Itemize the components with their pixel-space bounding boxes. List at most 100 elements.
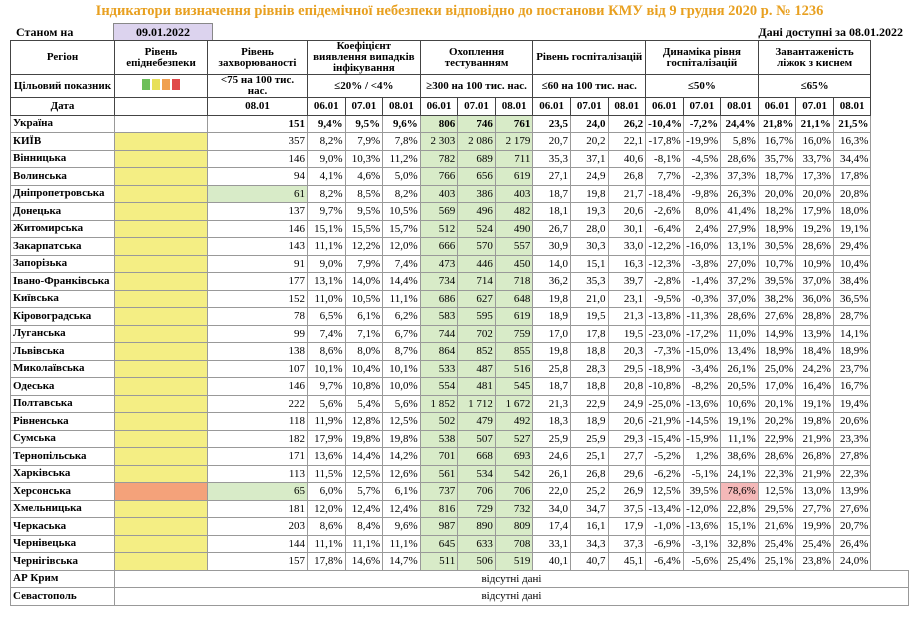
level-cell xyxy=(114,114,208,133)
value-cell: 19,1% xyxy=(832,219,872,238)
value-cell: -18,4% xyxy=(645,184,684,203)
value-cell: 19,8 xyxy=(569,184,609,203)
value-cell: 13,4% xyxy=(720,342,759,361)
value-cell: 21,8% xyxy=(757,114,797,133)
value-cell: 21,9% xyxy=(795,429,834,448)
value-cell: -3,4% xyxy=(682,359,722,378)
value-cell: 502 xyxy=(419,412,459,431)
value-cell: 23,5 xyxy=(532,114,571,133)
value-cell: 22,1 xyxy=(607,132,647,151)
header-row: Регіон Рівень епіднебезпеки Рівень захворю… xyxy=(10,40,909,75)
value-cell: 171 xyxy=(207,447,308,466)
value-cell: 619 xyxy=(494,307,534,326)
value-cell: 987 xyxy=(419,517,459,536)
value-cell: 23,1 xyxy=(607,289,647,308)
value-cell: 91 xyxy=(207,254,308,273)
value-cell: 5,4% xyxy=(344,394,384,413)
region: Севастополь xyxy=(10,587,115,606)
value-cell: 7,7% xyxy=(645,167,684,186)
value-cell: 15,1% xyxy=(720,517,759,536)
value-cell: 23,8% xyxy=(795,552,834,571)
level-cell xyxy=(114,534,208,553)
value-cell: 39,7 xyxy=(607,272,647,291)
scale-square xyxy=(162,79,170,90)
value-cell: 516 xyxy=(494,359,534,378)
status-bar: Станом на 09.01.2022 Дані доступні за 08… xyxy=(10,23,909,41)
value-cell: 19,8% xyxy=(795,412,834,431)
value-cell: 14,0 xyxy=(532,254,571,273)
data-row: Запорізька 91 9,0% 7,9% 7,4% 473 446 450 14,0 15,… xyxy=(10,254,909,273)
value-cell: 656 xyxy=(457,167,496,186)
value-cell: 19,8% xyxy=(344,429,384,448)
value-cell: 40,1 xyxy=(532,552,571,571)
value-cell: 29,6 xyxy=(607,464,647,483)
value-cell: 20,6 xyxy=(607,202,647,221)
level-cell xyxy=(114,289,208,308)
value-cell: 26,8 xyxy=(569,464,609,483)
value-cell: -18,9% xyxy=(645,359,684,378)
value-cell: -8,1% xyxy=(645,149,684,168)
data-row: Україна 151 9,4% 9,5% 9,6% 806 746 761 23,5 24,0 2… xyxy=(10,114,909,133)
value-cell: 30,1 xyxy=(607,219,647,238)
value-cell: 34,4% xyxy=(832,149,872,168)
region: Хмельницька xyxy=(10,499,115,518)
value-cell: 6,1% xyxy=(344,307,384,326)
value-cell: 357 xyxy=(207,132,308,151)
value-cell: 20,6 xyxy=(607,412,647,431)
value-cell: 816 xyxy=(419,499,459,518)
value-cell: -13,6% xyxy=(682,517,722,536)
value-cell: 481 xyxy=(457,377,496,396)
value-cell: 146 xyxy=(207,219,308,238)
data-row: Херсонська 65 6,0% 5,7% 6,1% 737 706 706 22,0 25,… xyxy=(10,482,909,501)
data-row: КИЇВ 357 8,2% 7,9% 7,8% 2 303 2 086 2 179 20,7 20… xyxy=(10,132,909,151)
value-cell: 26,2 xyxy=(607,114,647,133)
value-cell: 11,0% xyxy=(307,289,346,308)
value-cell: 29,5% xyxy=(757,499,797,518)
value-cell: 24,9 xyxy=(569,167,609,186)
value-cell: 26,1% xyxy=(720,359,759,378)
value-cell: 36,5% xyxy=(832,289,872,308)
value-cell: 10,9% xyxy=(795,254,834,273)
region: Дніпропетровська xyxy=(10,184,115,203)
value-cell: -13,8% xyxy=(645,307,684,326)
target-row: Цільовий показник <75 на 100 тис. нас. ≤20… xyxy=(10,74,909,98)
value-cell: 16,4% xyxy=(795,377,834,396)
target-value: ≤50% xyxy=(645,74,759,98)
level-cell xyxy=(114,359,208,378)
value-cell: -11,3% xyxy=(682,307,722,326)
value-cell: 744 xyxy=(419,324,459,343)
value-cell: 12,5% xyxy=(757,482,797,501)
data-row: Миколаївська 107 10,1% 10,4% 10,1% 533 487 516 2… xyxy=(10,359,909,378)
value-cell: 8,2% xyxy=(382,184,421,203)
value-cell: 627 xyxy=(457,289,496,308)
value-cell: 137 xyxy=(207,202,308,221)
value-cell: 27,7% xyxy=(795,499,834,518)
value-cell: 542 xyxy=(494,464,534,483)
value-cell: 11,1% xyxy=(382,289,421,308)
value-cell: 17,3% xyxy=(795,167,834,186)
value-cell: 38,6% xyxy=(720,447,759,466)
value-cell: 864 xyxy=(419,342,459,361)
value-cell: 14,9% xyxy=(757,324,797,343)
value-cell: 28,7% xyxy=(832,307,872,326)
value-cell: 33,7% xyxy=(795,149,834,168)
value-cell: 13,1% xyxy=(720,237,759,256)
value-cell: 14,1% xyxy=(832,324,872,343)
value-cell: 403 xyxy=(419,184,459,203)
value-cell: 8,0% xyxy=(682,202,722,221)
value-cell: 40,7 xyxy=(569,552,609,571)
value-cell: 450 xyxy=(494,254,534,273)
value-cell: 648 xyxy=(494,289,534,308)
value-cell: 37,5 xyxy=(607,499,647,518)
region: Полтавська xyxy=(10,394,115,413)
value-cell: -5,1% xyxy=(682,464,722,483)
value-cell: 487 xyxy=(457,359,496,378)
value-cell: 40,6 xyxy=(607,149,647,168)
value-cell: 78 xyxy=(207,307,308,326)
value-cell: 734 xyxy=(419,272,459,291)
target-value: ≥300 на 100 тис. нас. xyxy=(419,74,534,98)
level-cell xyxy=(114,132,208,151)
value-cell: 737 xyxy=(419,482,459,501)
value-cell: 28,8% xyxy=(795,307,834,326)
level-cell xyxy=(114,342,208,361)
